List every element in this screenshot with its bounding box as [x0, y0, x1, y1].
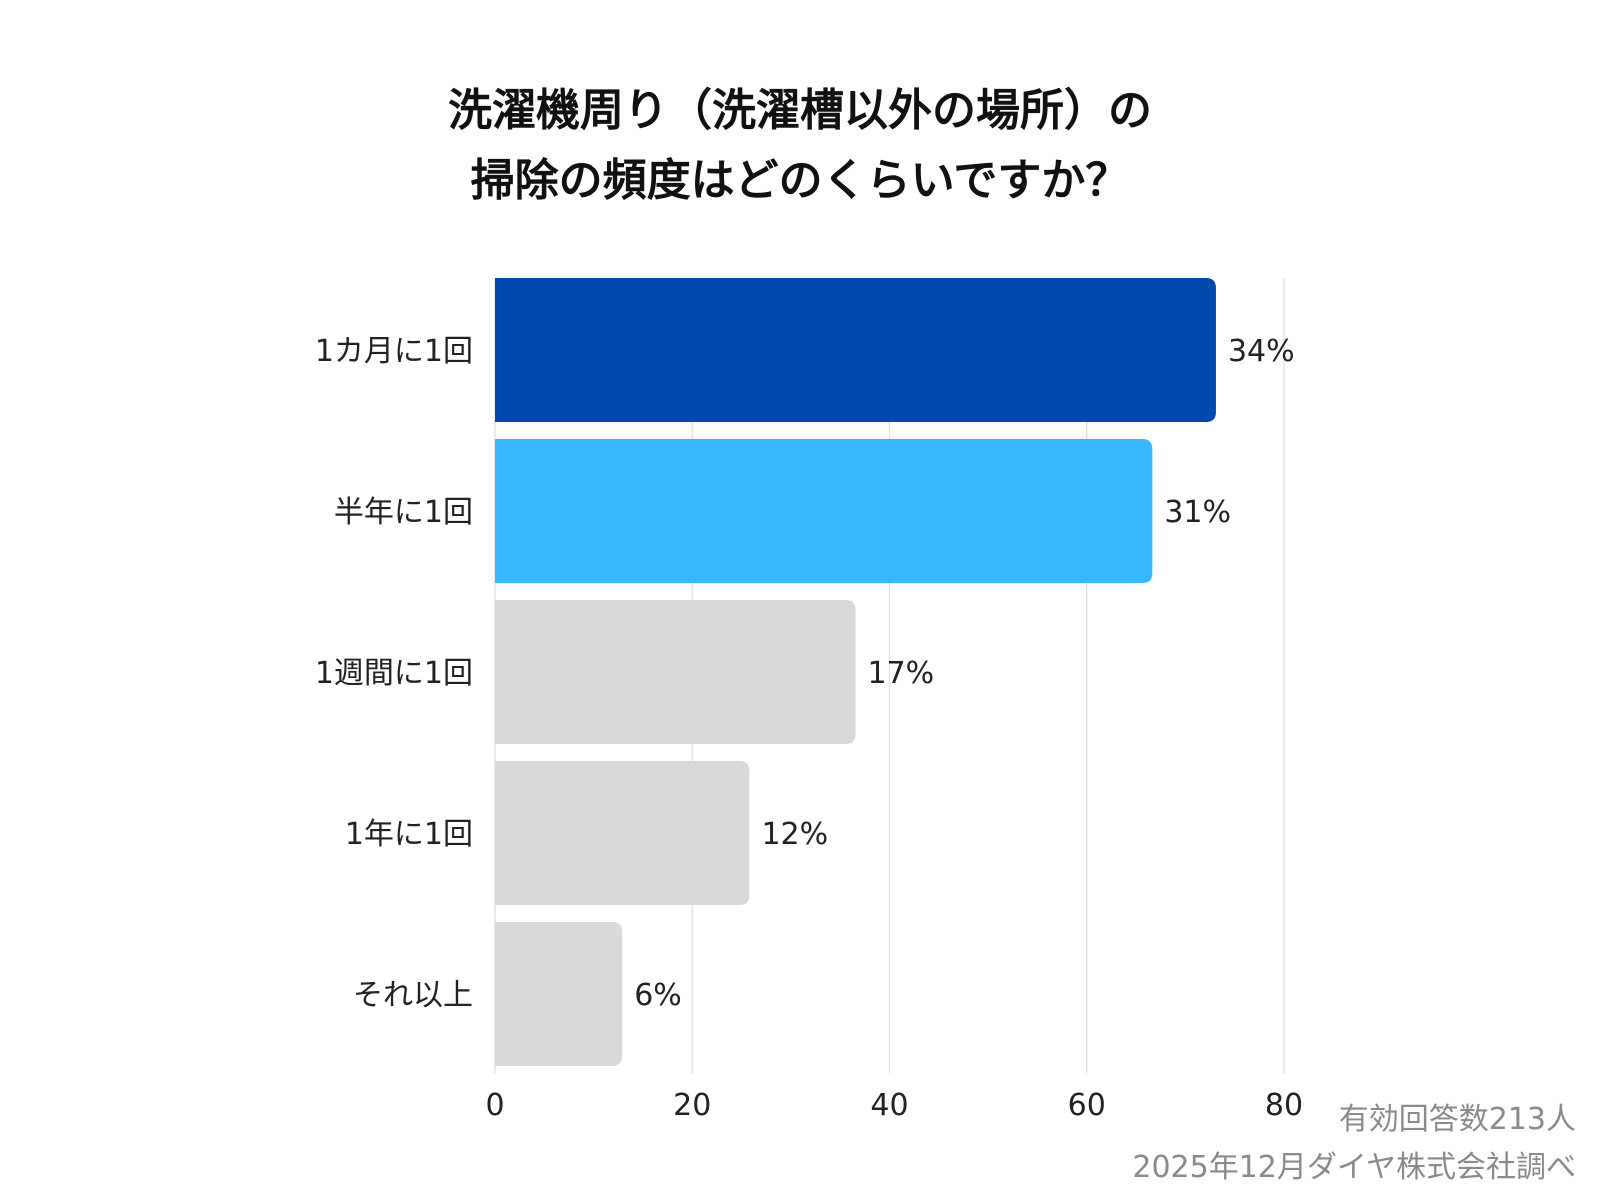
survey-source: 2025年12月ダイヤ株式会社調べ: [1132, 1150, 1576, 1185]
respondent-count: 有効回答数213人: [1338, 1102, 1576, 1137]
value-label-3: 12%: [761, 817, 828, 852]
chart-title: 洗濯機周り（洗濯槽以外の場所）の 掃除の頻度はどのくらいですか？: [0, 76, 1600, 216]
category-label-4: それ以上: [353, 978, 473, 1013]
category-label-3: 1年に1回: [345, 817, 473, 852]
x-tick-label-3: 60: [1068, 1088, 1106, 1123]
chart-title-line-2: 掃除の頻度はどのくらいですか？: [470, 155, 1130, 206]
x-tick-label-0: 0: [485, 1088, 504, 1123]
value-label-2: 17%: [867, 656, 934, 691]
x-tick-label-4: 80: [1265, 1088, 1303, 1123]
value-label-1: 31%: [1164, 495, 1231, 530]
bar-3: [495, 761, 750, 905]
value-label-0: 34%: [1228, 334, 1295, 369]
category-label-0: 1カ月に1回: [315, 334, 473, 369]
category-label-1: 半年に1回: [334, 495, 473, 530]
bar-1: [495, 439, 1153, 583]
bar-0: [495, 278, 1216, 422]
category-label-2: 1週間に1回: [315, 656, 473, 691]
value-label-4: 6%: [634, 978, 682, 1013]
bar-4: [495, 922, 623, 1066]
x-tick-label-1: 20: [673, 1088, 711, 1123]
chart-title-line-1: 洗濯機周り（洗濯槽以外の場所）の: [448, 85, 1152, 136]
x-tick-label-2: 40: [870, 1088, 908, 1123]
bar-2: [495, 600, 856, 744]
